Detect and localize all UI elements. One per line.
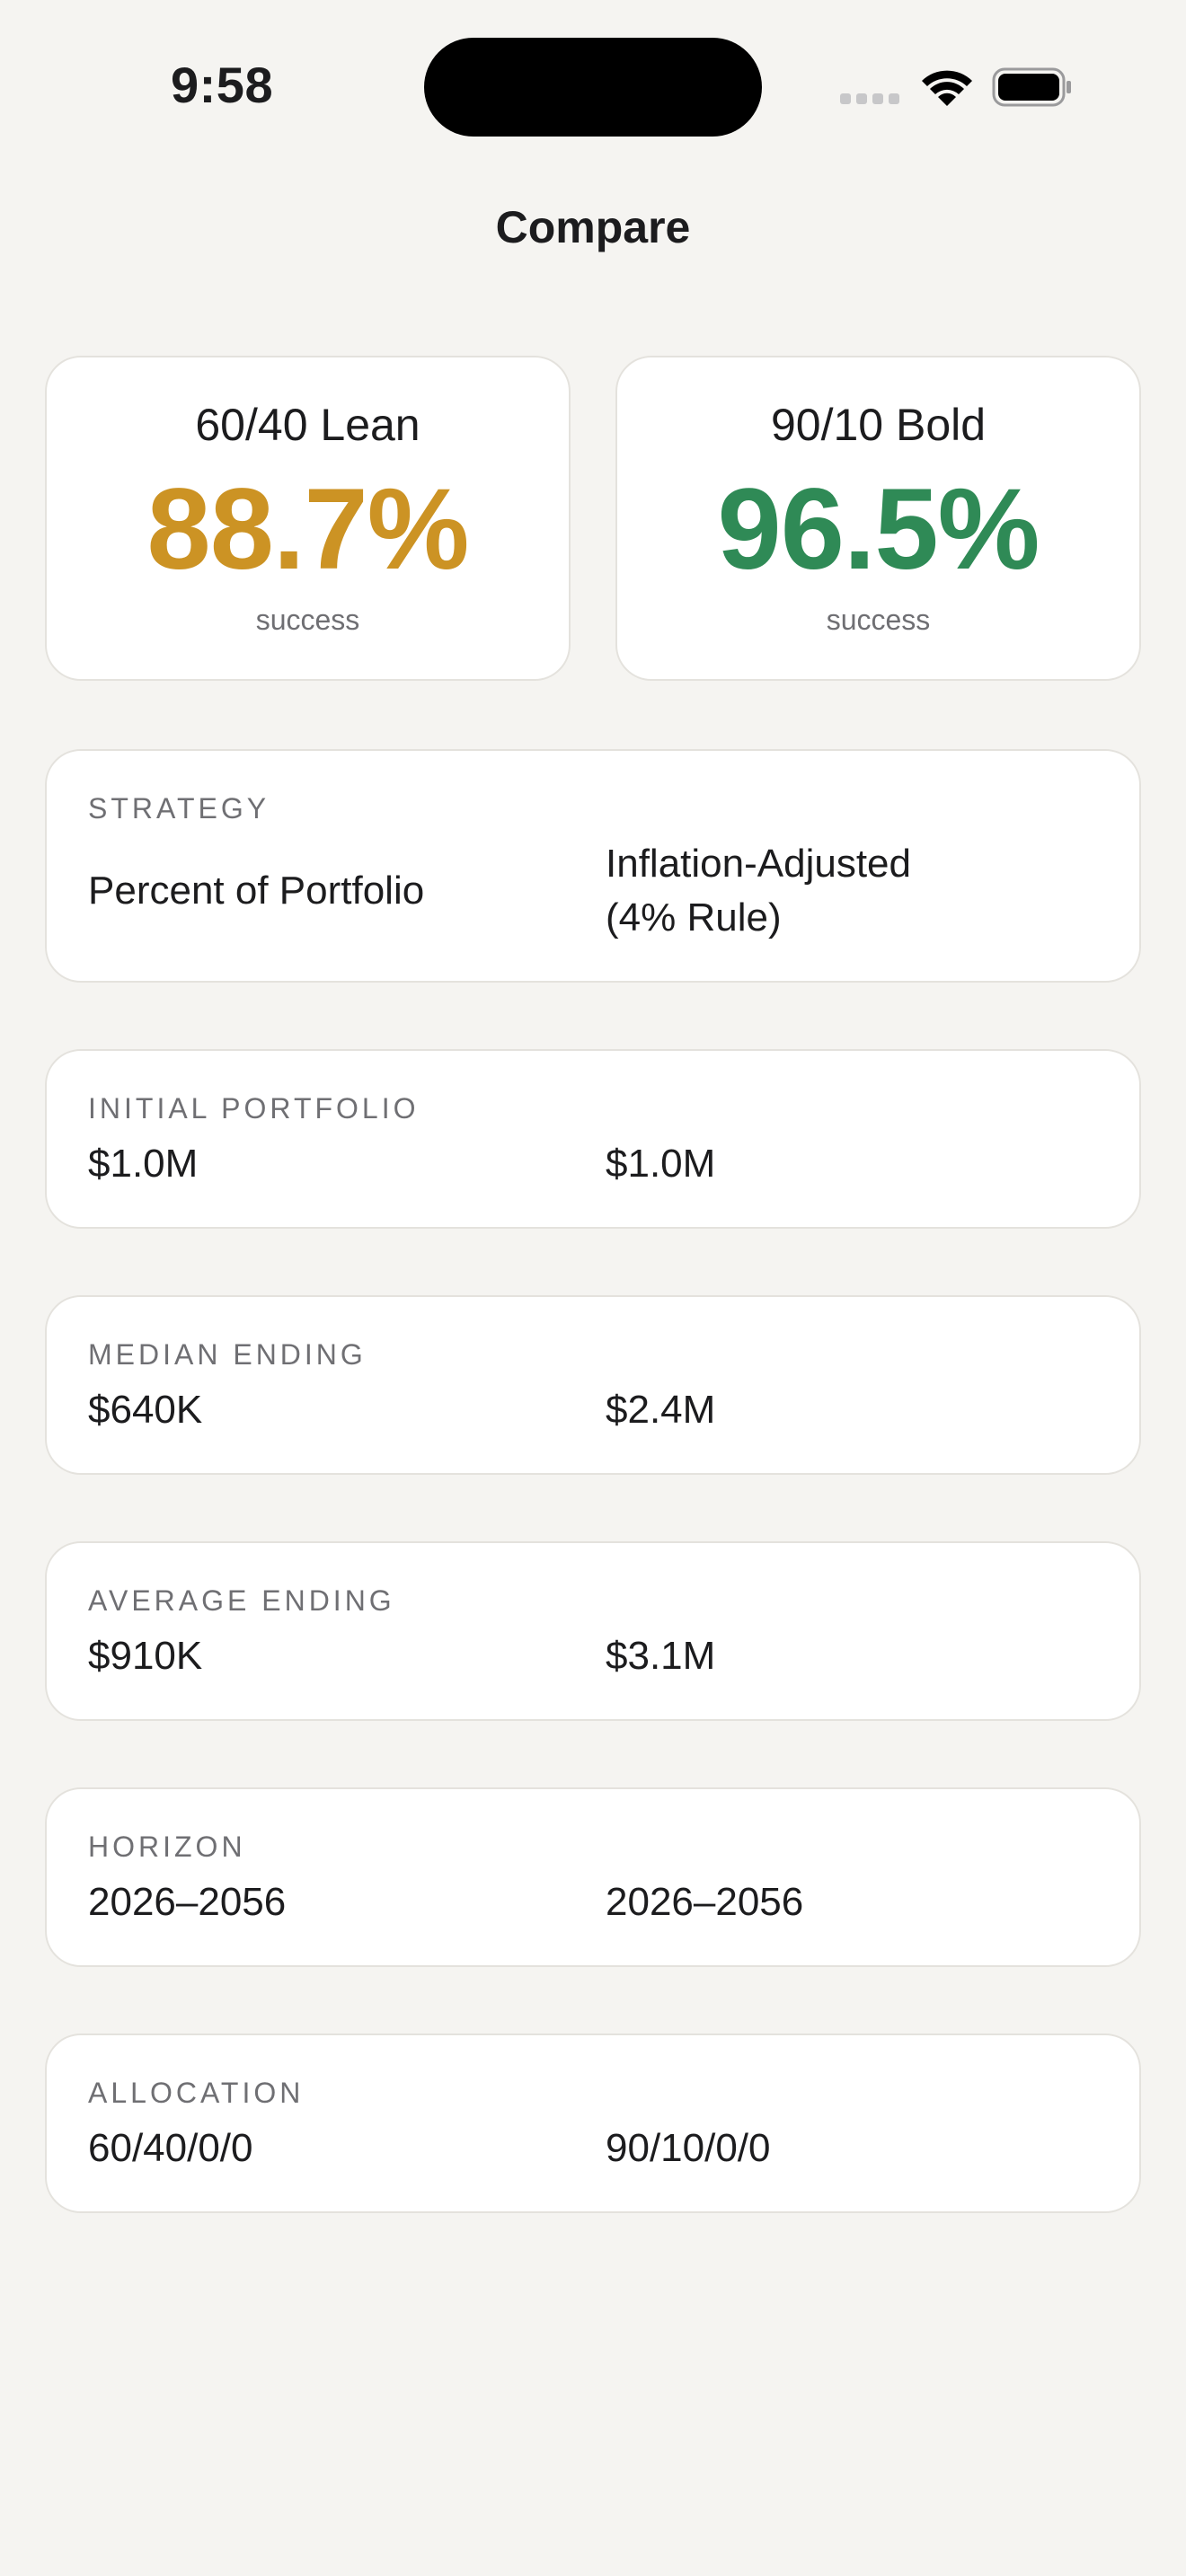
dynamic-island [424, 38, 762, 137]
average-ending-card: AVERAGE ENDING $910K $3.1M [45, 1541, 1141, 1721]
detail-value-right: 90/10/0/0 [606, 2126, 771, 2170]
detail-value-right: $1.0M [606, 1142, 716, 1186]
summary-card-bold: 90/10 Bold 96.5% success [615, 356, 1141, 681]
summary-card-lean: 60/40 Lean 88.7% success [45, 356, 571, 681]
detail-value-left: $640K [88, 1388, 203, 1432]
detail-label: MEDIAN ENDING [88, 1338, 367, 1371]
detail-label: INITIAL PORTFOLIO [88, 1092, 420, 1125]
success-label: success [255, 604, 360, 636]
scenario-name: 90/10 Bold [770, 400, 987, 450]
detail-label: STRATEGY [88, 792, 270, 825]
scenario-name: 60/40 Lean [195, 400, 420, 450]
horizon-card: HORIZON 2026–2056 2026–2056 [45, 1787, 1141, 1967]
detail-value-left: Percent of Portfolio [88, 869, 425, 913]
summary-row: 60/40 Lean 88.7% success 90/10 Bold 96.5… [45, 356, 1141, 681]
wifi-icon [922, 70, 972, 106]
detail-value-right: $3.1M [606, 1634, 716, 1678]
detail-label: AVERAGE ENDING [88, 1584, 395, 1617]
status-bar: 9:58 [0, 0, 1186, 171]
detail-label: HORIZON [88, 1831, 246, 1863]
status-time: 9:58 [171, 57, 274, 113]
success-rate: 96.5% [717, 465, 1040, 594]
initial-portfolio-card: INITIAL PORTFOLIO $1.0M $1.0M [45, 1049, 1141, 1229]
success-label: success [826, 604, 931, 636]
detail-value-left: 2026–2056 [88, 1880, 287, 1924]
signal-dots-icon [840, 93, 903, 106]
battery-icon [992, 67, 1071, 107]
success-rate: 88.7% [146, 465, 470, 594]
median-ending-card: MEDIAN ENDING $640K $2.4M [45, 1295, 1141, 1475]
detail-value-right: $2.4M [606, 1388, 716, 1432]
strategy-card: STRATEGY Percent of Portfolio Inflation-… [45, 749, 1141, 983]
detail-value-right: Inflation-Adjusted (4% Rule) [606, 842, 911, 940]
page-title: Compare [495, 202, 691, 252]
detail-value-left: $1.0M [88, 1142, 199, 1186]
detail-label: ALLOCATION [88, 2077, 305, 2109]
detail-value-left: $910K [88, 1634, 203, 1678]
allocation-card: ALLOCATION 60/40/0/0 90/10/0/0 [45, 2033, 1141, 2213]
detail-value-left: 60/40/0/0 [88, 2126, 253, 2170]
detail-value-right: 2026–2056 [606, 1880, 804, 1924]
